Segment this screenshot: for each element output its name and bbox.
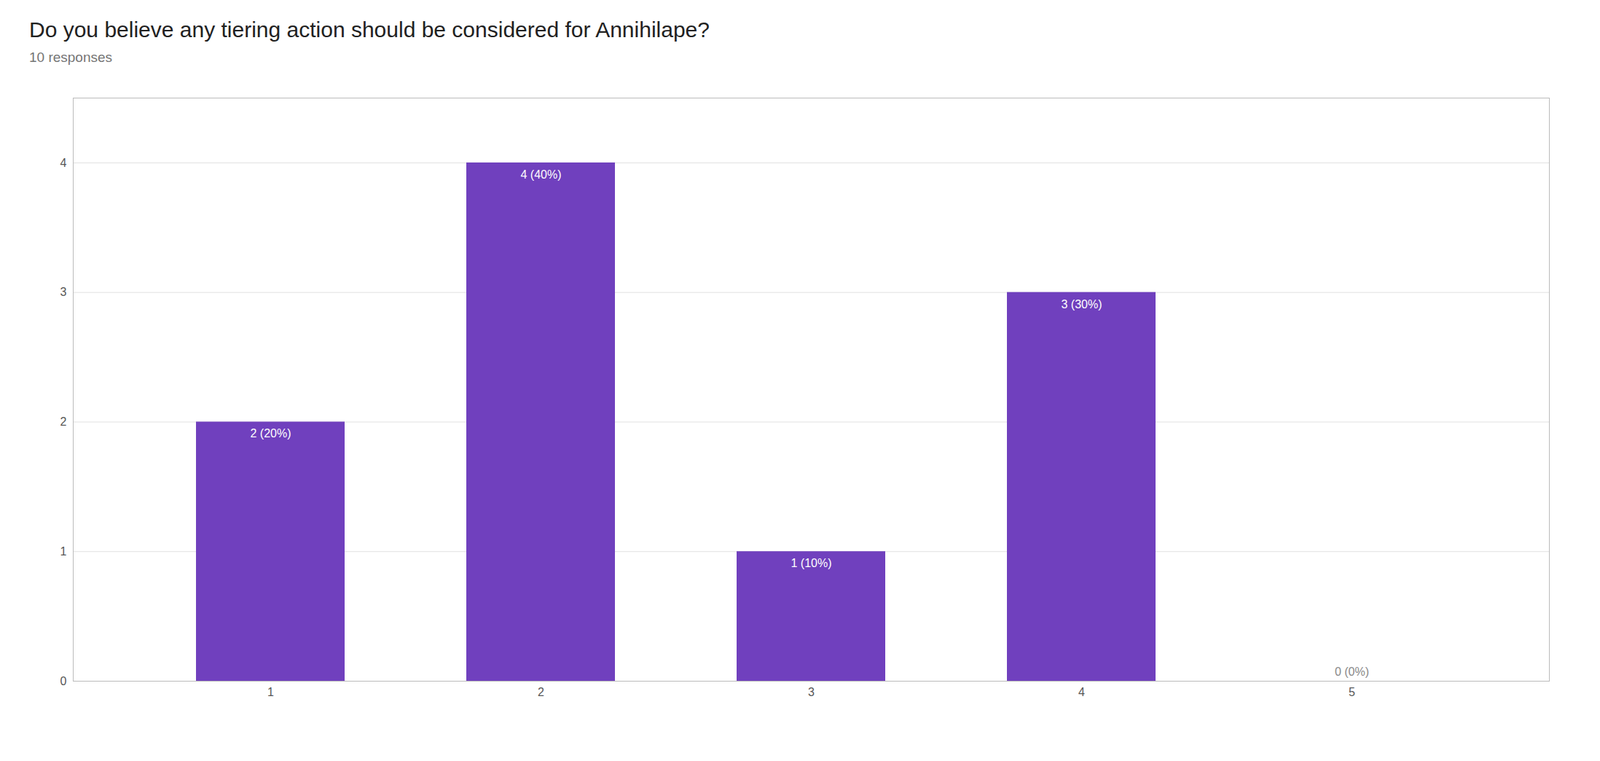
svg-text:2: 2	[60, 415, 68, 428]
svg-text:4: 4	[1078, 685, 1085, 698]
svg-text:1: 1	[60, 544, 68, 558]
html-text:10 responses: 10 responses	[29, 49, 113, 65]
svg-text:4 (40%): 4 (40%)	[520, 168, 562, 181]
svg-text:1: 1	[267, 685, 274, 698]
svg-text:5: 5	[1348, 685, 1356, 698]
svg-text:2: 2	[537, 685, 545, 698]
svg-text:3: 3	[808, 685, 815, 698]
svg-text:3 (30%): 3 (30%)	[1060, 297, 1102, 311]
svg-text:1 (10%): 1 (10%)	[790, 556, 832, 570]
svg-text:4: 4	[60, 156, 68, 170]
svg-text:3: 3	[60, 285, 68, 298]
html-text:Do you believe any tiering act: Do you believe any tiering action should…	[29, 17, 710, 42]
svg-text:0 (0%): 0 (0%)	[1334, 665, 1370, 678]
svg-text:0: 0	[60, 674, 68, 688]
svg-text:2 (20%): 2 (20%)	[249, 426, 291, 440]
